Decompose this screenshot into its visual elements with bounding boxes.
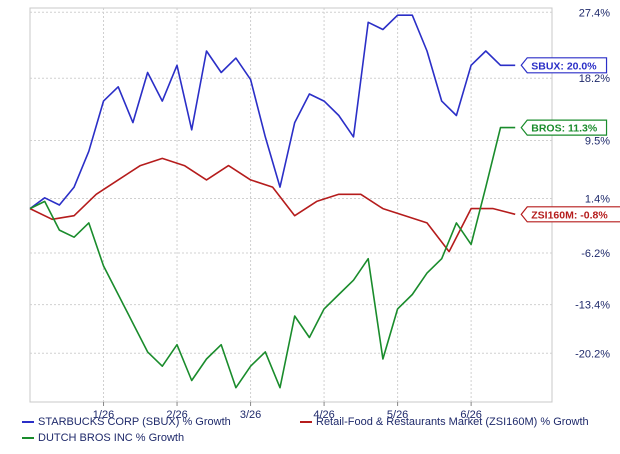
x-tick-label: 6/26 — [460, 409, 481, 421]
x-axis: 1/26 2/26 3/26 4/26 5/26 6/26 — [93, 402, 482, 421]
y-tick-label: 9.5% — [585, 136, 610, 148]
end-labels: SBUX: 20.0% ZSI160M: -0.8% BROS: 11.3% — [520, 57, 620, 223]
end-label-text: SBUX: 20.0% — [531, 60, 597, 72]
legend-label: Retail-Food & Restaurants Market (ZSI160… — [316, 416, 589, 428]
y-axis: 27.4% 18.2% 9.5% 1.4% -6.2% -13.4% -20.2% — [575, 7, 610, 360]
legend-item-sbux: STARBUCKS CORP (SBUX) % Growth — [22, 416, 231, 428]
y-tick-label: -20.2% — [575, 348, 610, 360]
end-label-box — [520, 206, 620, 223]
series-line-1 — [29, 157, 516, 253]
grid-lines — [29, 7, 553, 403]
legend-label: DUTCH BROS INC % Growth — [38, 432, 185, 444]
y-tick-label: -13.4% — [575, 300, 610, 312]
legend-swatch-icon — [300, 421, 312, 424]
x-tick-label: 1/26 — [93, 409, 114, 421]
series-lines — [29, 14, 516, 389]
y-tick-label: -6.2% — [581, 248, 610, 260]
legend-swatch-icon — [22, 421, 34, 424]
plot-frame — [29, 7, 553, 403]
end-label-box — [520, 57, 608, 74]
y-tick-label: 1.4% — [585, 194, 610, 206]
x-tick-label: 3/26 — [240, 409, 261, 421]
legend-item-bros: DUTCH BROS INC % Growth — [22, 432, 184, 444]
end-label-text: ZSI160M: -0.8% — [531, 209, 608, 221]
x-tick-label: 4/26 — [313, 409, 334, 421]
series-line-0 — [29, 14, 516, 210]
x-tick-label: 5/26 — [387, 409, 408, 421]
legend-label: STARBUCKS CORP (SBUX) % Growth — [38, 416, 231, 428]
end-label-text: BROS: 11.3% — [531, 123, 598, 135]
y-tick-label: 27.4% — [579, 7, 610, 19]
series-line-2 — [29, 126, 516, 389]
y-tick-label: 18.2% — [579, 73, 610, 85]
x-tick-label: 2/26 — [166, 409, 187, 421]
end-label-box — [520, 119, 608, 136]
legend-swatch-icon — [22, 437, 34, 440]
legend-item-zsi160m: Retail-Food & Restaurants Market (ZSI160… — [300, 416, 589, 428]
